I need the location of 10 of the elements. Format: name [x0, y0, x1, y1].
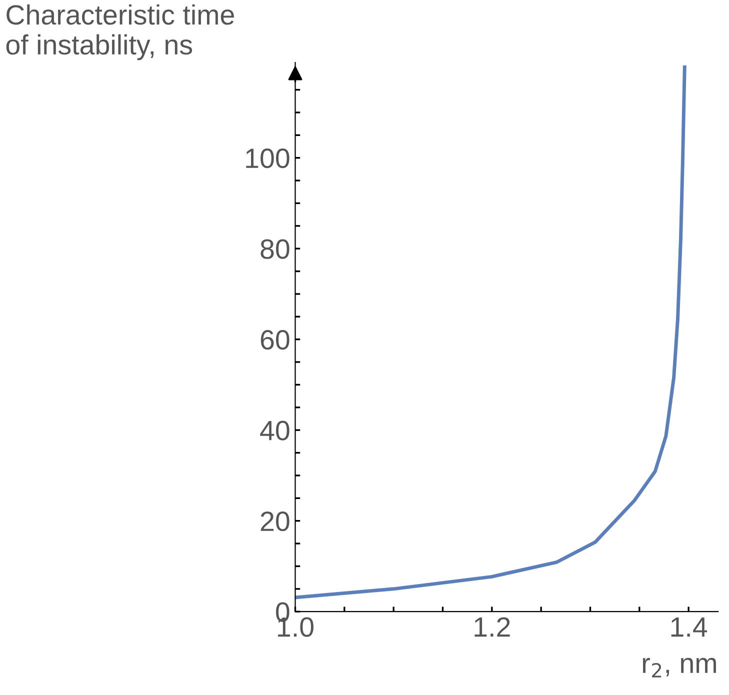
y-tick-label: 60 — [260, 330, 290, 350]
y-axis-title: Characteristic time of instability, ns — [6, 4, 234, 60]
x-tick-label: 1.4 — [671, 617, 708, 637]
x-tick-label: 1.2 — [474, 617, 510, 637]
y-tick-label: 100 — [246, 148, 290, 168]
line-series — [295, 65, 686, 600]
y-tick-label: 20 — [260, 512, 290, 532]
x-axis-title: r$_{2}$, nm — [642, 658, 716, 678]
y-tick-label: 40 — [260, 420, 290, 440]
y-tick-label: 80 — [260, 239, 290, 259]
